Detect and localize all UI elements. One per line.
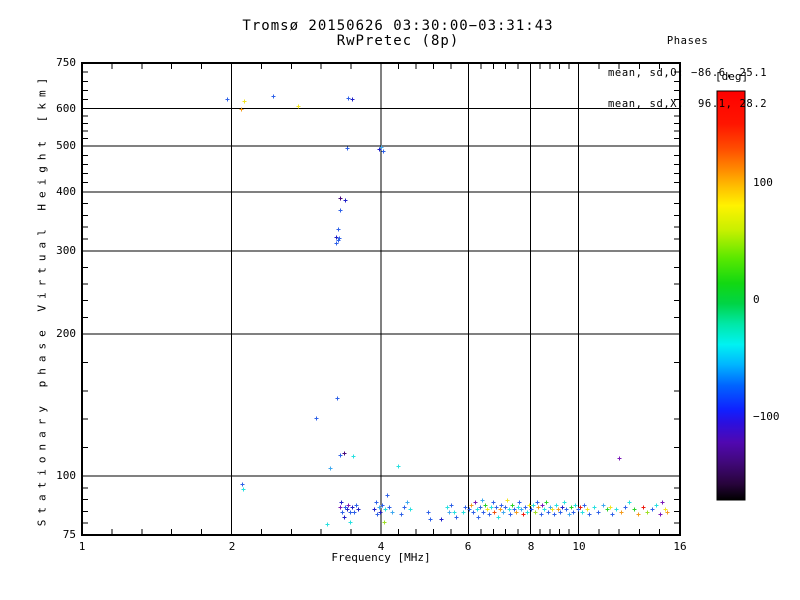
y-tick-label: 600	[56, 102, 76, 115]
phases-mean-o: mean, sd,O: −86.6, 25.1	[608, 66, 768, 79]
x-tick-label: 10	[572, 540, 586, 553]
chart-subtitle: RwPretec (8p)	[336, 33, 460, 49]
gridlines	[82, 63, 680, 535]
x-axis-title: Frequency [MHz]	[331, 551, 431, 564]
y-tick-label: 500	[56, 139, 76, 152]
colorbar-frame	[716, 90, 746, 501]
y-tick-label: 750	[56, 56, 76, 69]
x-tick-label: 2	[228, 540, 236, 553]
x-tick-label: 8	[527, 540, 535, 553]
colorbar-tick-label: 100	[753, 176, 773, 189]
colorbar-title: [deg]	[715, 70, 749, 83]
x-tick-label: 6	[464, 540, 472, 553]
y-tick-label: 100	[56, 469, 76, 482]
scatter-points	[225, 94, 670, 527]
y-tick-label: 400	[56, 185, 76, 198]
colorbar	[717, 91, 745, 500]
y-tick-label: 300	[56, 244, 76, 257]
x-tick-label: 16	[673, 540, 687, 553]
x-tick-label: 1	[78, 540, 86, 553]
chart-title: Tromsø 20150626 03:30:00−03:31:43	[242, 18, 554, 34]
phases-heading: Phases	[666, 35, 709, 47]
y-tick-label: 75	[62, 528, 76, 541]
phases-annotation: Phases mean, sd,O: −86.6, 25.1 mean, sd,…	[608, 15, 767, 131]
x-tick-label: 4	[377, 540, 385, 553]
colorbar-tick-label: −100	[753, 410, 780, 423]
plot-border	[81, 62, 681, 536]
y-tick-label: 200	[56, 327, 76, 340]
phases-mean-x: mean, sd,X: 96.1, 28.2	[608, 98, 768, 110]
colorbar-tick-label: 0	[753, 293, 760, 306]
